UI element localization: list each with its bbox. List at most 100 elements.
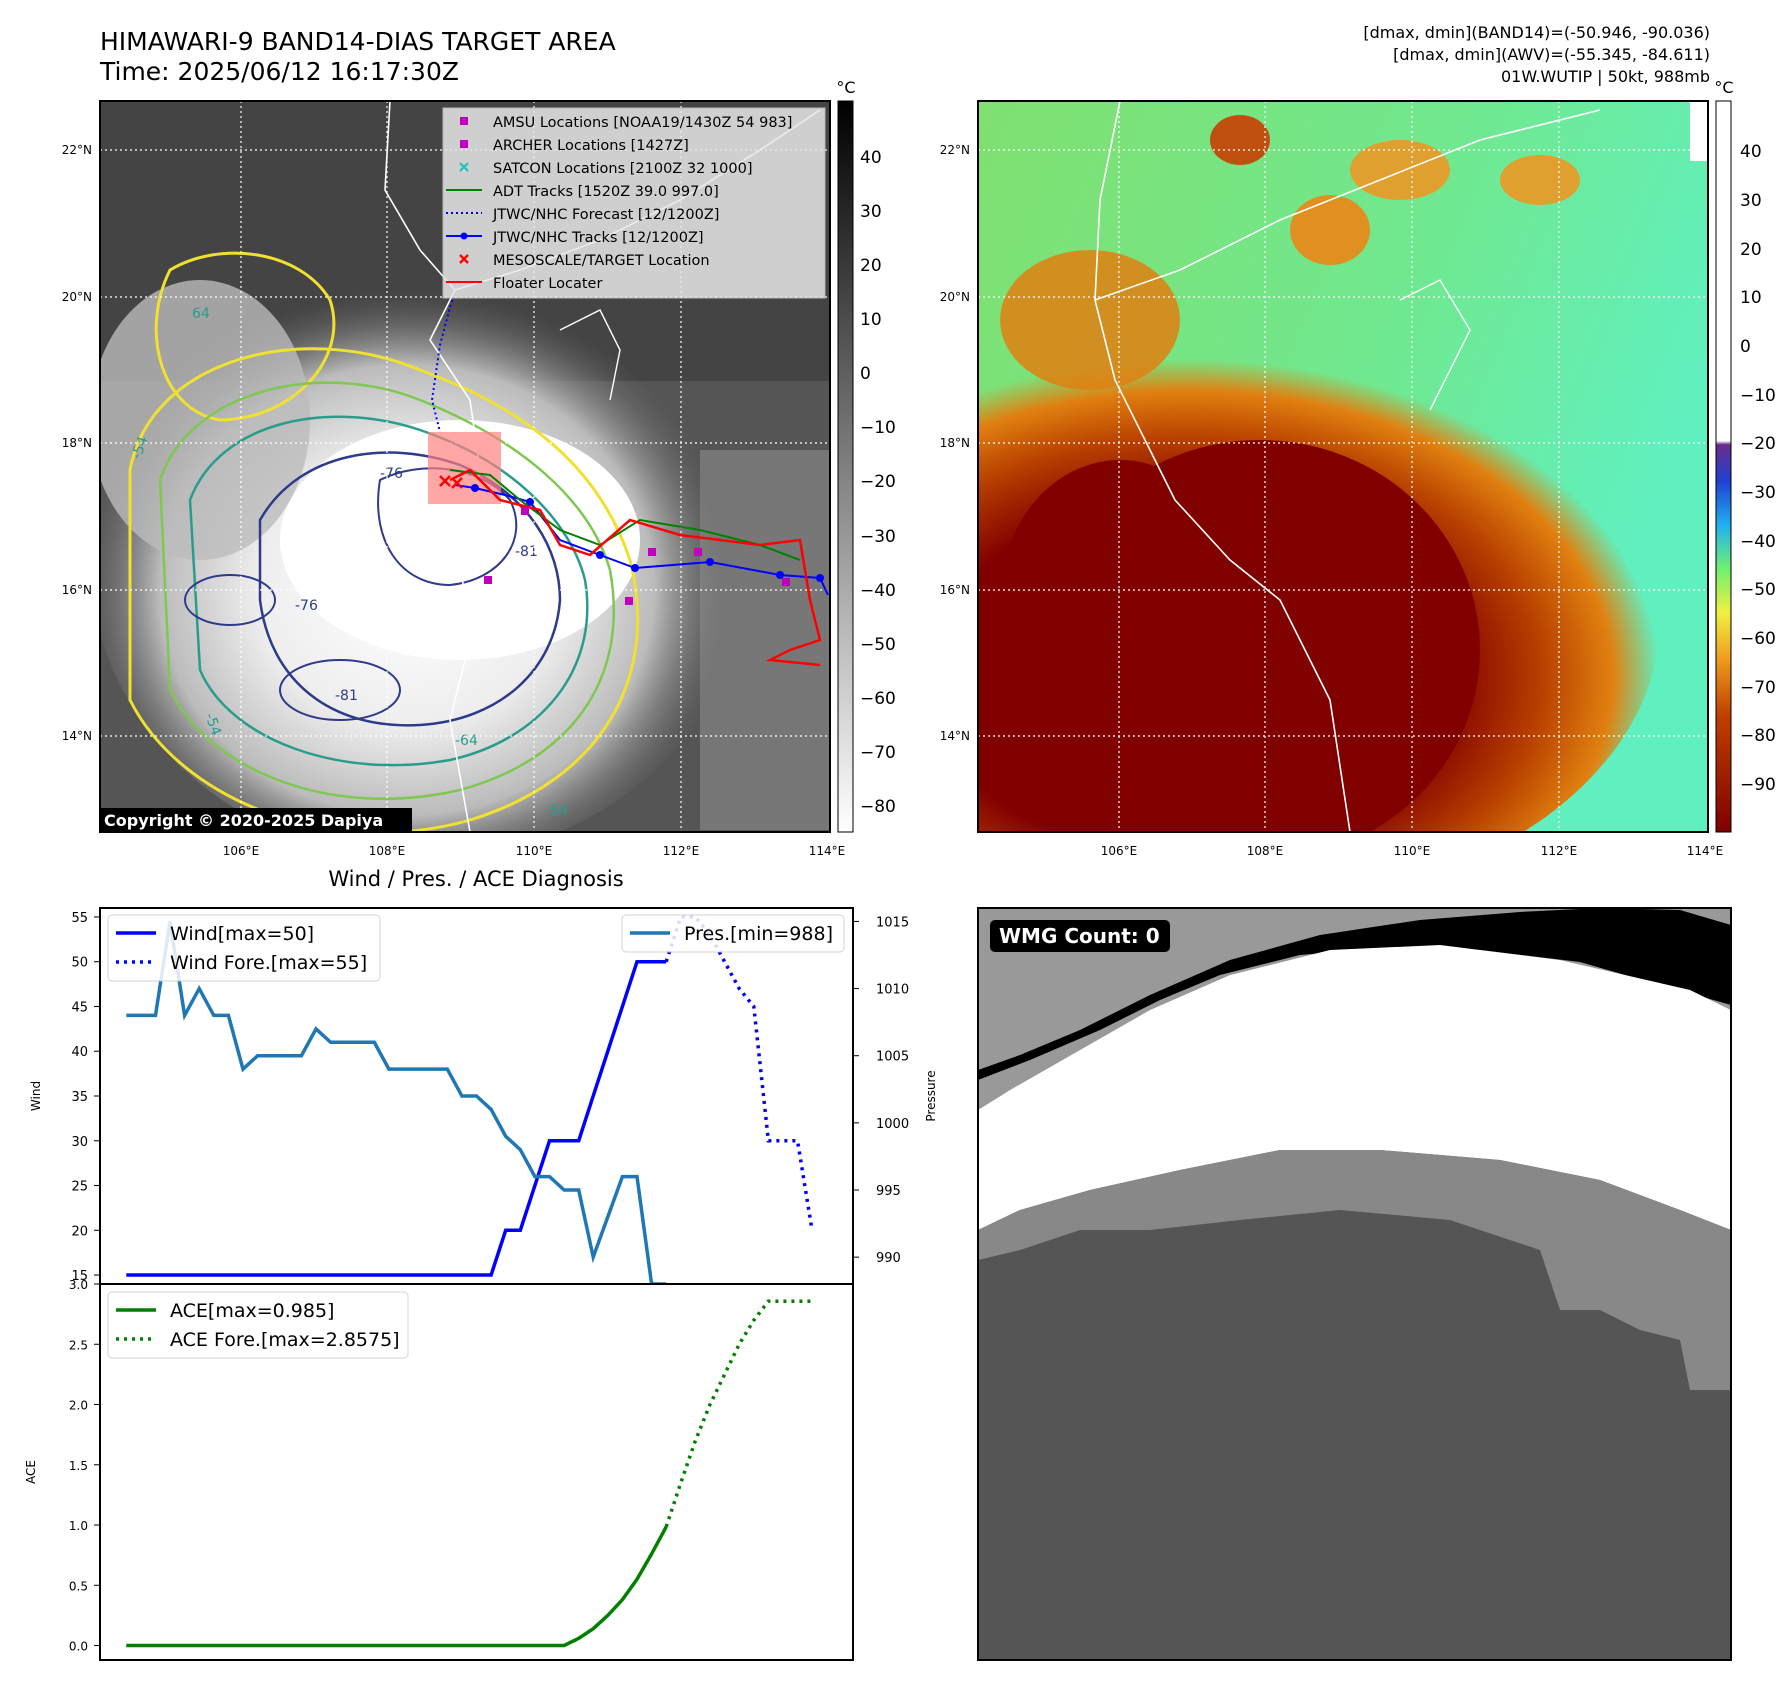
ace-axis-label: ACE (24, 1460, 38, 1484)
contour-label: -54 (129, 434, 152, 461)
contour-label: -76 (380, 466, 403, 482)
y2-tick-label: 1015 (876, 915, 909, 930)
svg-text:−60: −60 (1740, 629, 1776, 649)
svg-text:112°E: 112°E (1541, 844, 1578, 858)
legend-entry-satcon: SATCON Locations [2100Z 32 1000] (459, 161, 752, 177)
svg-text:MESOSCALE/TARGET Location: MESOSCALE/TARGET Location (493, 253, 710, 269)
ir-map-imagery: 64 -54 -76 -81 -76 -54 -64 -54 -81 (100, 101, 830, 832)
series-line-2 (126, 921, 667, 1284)
svg-text:22°N: 22°N (940, 143, 970, 157)
svg-text:40: 40 (860, 148, 882, 168)
wind-axis-label: Wind (29, 1081, 43, 1111)
legend-entry-adt: ADT Tracks [1520Z 39.0 997.0] (446, 184, 719, 200)
ir-colorbar: °C 40 30 20 10 0 −10 −20 −30 −40 −50 −60… (836, 78, 896, 833)
dmax-awv: [dmax, dmin](AWV)=(-55.345, -84.611) (1393, 45, 1710, 64)
ace-series (126, 1299, 813, 1648)
svg-text:106°E: 106°E (223, 844, 260, 858)
svg-text:106°E: 106°E (1101, 844, 1138, 858)
svg-text:14°N: 14°N (62, 729, 92, 743)
y-tick-label: 30 (71, 1135, 88, 1150)
contour-label: -81 (515, 544, 538, 560)
svg-text:0: 0 (860, 364, 871, 384)
ace-series-line-0 (126, 1525, 668, 1648)
awv-map-imagery (978, 101, 1708, 832)
svg-text:AMSU Locations [NOAA19/1430Z 5: AMSU Locations [NOAA19/1430Z 54 983] (493, 115, 792, 131)
svg-text:18°N: 18°N (940, 436, 970, 450)
y-tick-label: 35 (71, 1090, 88, 1105)
svg-text:−10: −10 (860, 418, 896, 438)
awv-map-lat-ticks: 22°N 20°N 18°N 16°N 14°N (940, 143, 970, 743)
contour-label: -76 (295, 598, 318, 614)
svg-text:−20: −20 (860, 472, 896, 492)
legend-entry-amsu: AMSU Locations [NOAA19/1430Z 54 983] (460, 115, 792, 131)
svg-text:20°N: 20°N (62, 290, 92, 304)
svg-text:110°E: 110°E (516, 844, 553, 858)
wind-pressure-panel: Wind / Pres. / ACE Diagnosis 15 20 25 30 35 4… (29, 867, 938, 1285)
jtwc-track-points (471, 484, 824, 582)
svg-text:ARCHER Locations [1427Z]: ARCHER Locations [1427Z] (493, 138, 689, 154)
contour-label: -54 (201, 711, 224, 738)
y-tick-label: 25 (71, 1180, 88, 1195)
wind-legend: Wind[max=50] Wind Fore.[max=55] (107, 914, 381, 982)
contour-label: -81 (335, 688, 358, 704)
svg-text:22°N: 22°N (62, 143, 92, 157)
ir-colorbar-ticks: 40 30 20 10 0 −10 −20 −30 −40 −50 −60 −7… (860, 148, 896, 817)
y-tick-label: 40 (71, 1045, 88, 1060)
svg-text:20: 20 (860, 256, 882, 276)
svg-text:−70: −70 (1740, 678, 1776, 698)
svg-text:−30: −30 (860, 527, 896, 547)
svg-text:16°N: 16°N (940, 583, 970, 597)
amsu-archer-marks (484, 507, 790, 605)
svg-text:114°E: 114°E (1687, 844, 1724, 858)
y2-tick-label: 1005 (876, 1050, 909, 1065)
awv-map-lon-ticks: 106°E 108°E 110°E 112°E 114°E (1101, 844, 1724, 858)
svg-text:110°E: 110°E (1394, 844, 1431, 858)
wind-legend-label: Wind[max=50] (170, 923, 314, 945)
svg-text:−20: −20 (1740, 434, 1776, 454)
svg-text:−80: −80 (1740, 726, 1776, 746)
svg-text:14°N: 14°N (940, 729, 970, 743)
y-tick-label: 55 (71, 911, 88, 926)
pressure-y-ticks: 990 995 1000 1005 1010 1015 (853, 915, 909, 1266)
svg-text:10: 10 (1740, 288, 1762, 308)
y2-tick-label: 995 (876, 1184, 901, 1199)
copyright-label: Copyright © 2020-2025 Dapiya (104, 811, 383, 830)
svg-text:−90: −90 (1740, 775, 1776, 795)
legend-entry-jtwc-forecast: JTWC/NHC Forecast [12/1200Z] (446, 207, 719, 223)
storm-info: 01W.WUTIP | 50kt, 988mb (1501, 67, 1710, 86)
svg-text:10: 10 (860, 310, 882, 330)
ace-y-tick-label: 1.0 (69, 1519, 88, 1533)
legend-entry-floater: Floater Locater (446, 276, 602, 292)
ace-forecast-legend-label: ACE Fore.[max=2.8575] (170, 1329, 400, 1351)
y-tick-label: 50 (71, 956, 88, 971)
floater-track (449, 468, 822, 667)
svg-text:16°N: 16°N (62, 583, 92, 597)
wind-y-ticks: 15 20 25 30 35 40 45 50 55 (71, 911, 100, 1284)
awv-colorbar: °C 40 30 20 10 0 −10 −20 −30 −40 −50 −60… (1714, 78, 1776, 833)
ace-panel: 0.0 0.5 1.0 1.5 2.0 2.5 3.0 ACE ACE[max=0.985]… (24, 1278, 854, 1661)
pressure-legend-label: Pres.[min=988] (684, 923, 833, 945)
svg-text:−10: −10 (1740, 386, 1776, 406)
svg-text:−50: −50 (860, 635, 896, 655)
svg-text:18°N: 18°N (62, 436, 92, 450)
svg-text:−70: −70 (860, 743, 896, 763)
figure-time: Time: 2025/06/12 16:17:30Z (99, 57, 459, 86)
legend-entry-archer: ARCHER Locations [1427Z] (460, 138, 689, 154)
svg-text:−80: −80 (860, 797, 896, 817)
ir-map-panel: 64 -54 -76 -81 -76 -54 -64 -54 -81 (62, 78, 896, 858)
pressure-axis-label: Pressure (924, 1070, 938, 1121)
contour-label: -54 (545, 803, 568, 819)
awv-colorbar-ticks: 40 30 20 10 0 −10 −20 −30 −40 −50 −60 −7… (1740, 142, 1776, 795)
ace-legend-label: ACE[max=0.985] (170, 1300, 334, 1322)
legend-entry-target: MESOSCALE/TARGET Location (459, 253, 710, 269)
series-line-0 (126, 959, 667, 1277)
y-tick-label: 20 (71, 1224, 88, 1239)
svg-text:114°E: 114°E (809, 844, 846, 858)
contour-label: -64 (455, 733, 478, 749)
svg-text:0: 0 (1740, 337, 1751, 357)
svg-text:ADT Tracks [1520Z 39.0 997.0]: ADT Tracks [1520Z 39.0 997.0] (493, 184, 719, 200)
awv-colorbar-unit: °C (1714, 78, 1733, 97)
target-area-box (428, 432, 501, 504)
svg-text:112°E: 112°E (663, 844, 700, 858)
